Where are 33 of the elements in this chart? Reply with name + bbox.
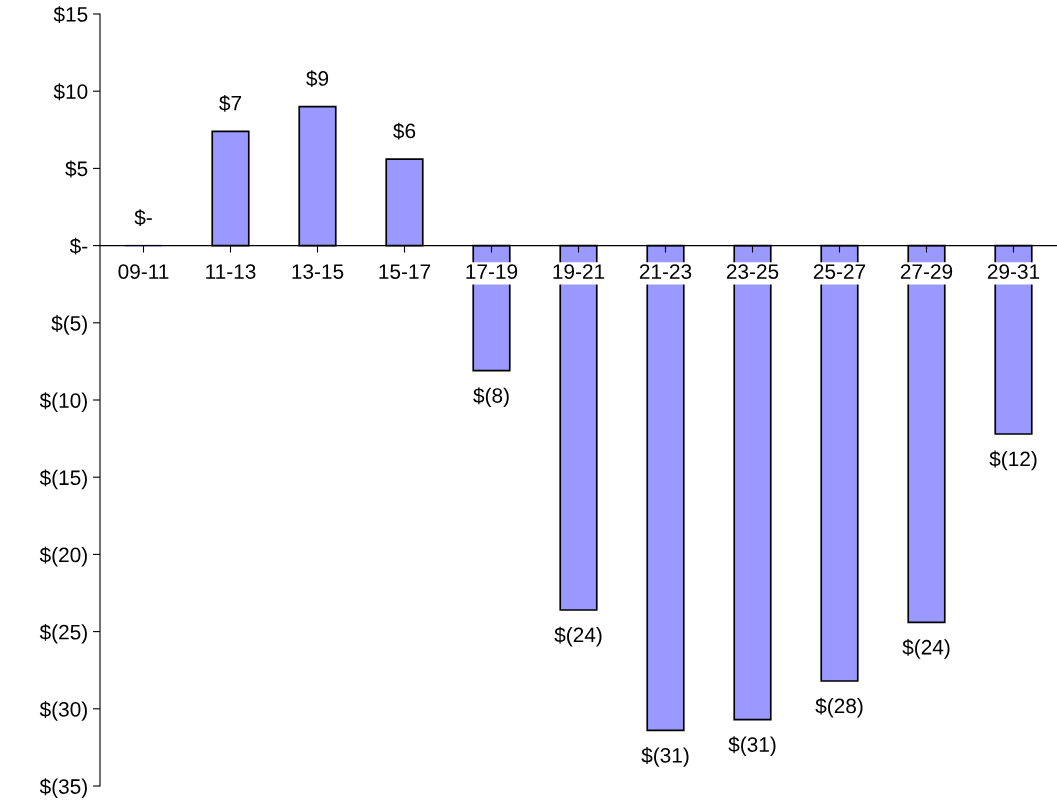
y-tick-label: $(30) xyxy=(39,701,87,721)
y-tick-label: $(35) xyxy=(39,778,87,799)
data-label: $(12) xyxy=(989,450,1037,471)
data-label: $(24) xyxy=(554,626,602,647)
x-tick-label: 27-29 xyxy=(900,264,953,279)
y-tick-label: $10 xyxy=(53,83,88,101)
x-tick-label: 11-13 xyxy=(206,264,256,279)
y-tick-label: $15 xyxy=(53,6,88,23)
data-label: $(31) xyxy=(728,736,776,756)
y-tick-label: $(10) xyxy=(39,392,87,413)
y-tick-label: $5 xyxy=(65,160,88,178)
y-tick-label: $- xyxy=(69,237,88,255)
y-tick-label: $(20) xyxy=(39,546,87,567)
data-label: $(28) xyxy=(815,697,863,718)
data-label: $6 xyxy=(393,122,416,140)
y-tick-label: $(5) xyxy=(51,315,87,335)
x-tick-label: 09-11 xyxy=(118,264,169,279)
data-label: $(24) xyxy=(902,638,950,659)
x-tick-label: 21-23 xyxy=(639,264,692,279)
x-tick-label: 13-15 xyxy=(292,264,344,279)
x-tick-label: 19-21 xyxy=(553,264,605,279)
y-tick-label: $(25) xyxy=(39,623,87,644)
data-label: $7 xyxy=(219,94,242,112)
y-tick-label: $(15) xyxy=(39,469,87,490)
x-tick-label: 15-17 xyxy=(379,264,431,279)
data-label: $(8) xyxy=(473,387,509,408)
x-tick-label: 25-27 xyxy=(813,264,866,279)
x-tick-label: 17-19 xyxy=(466,264,518,279)
data-label: $(31) xyxy=(641,747,689,767)
data-label: $9 xyxy=(306,70,329,88)
x-tick-label: 29-31 xyxy=(987,264,1040,279)
x-tick-label: 23-25 xyxy=(726,264,779,279)
data-label: $- xyxy=(134,209,152,227)
